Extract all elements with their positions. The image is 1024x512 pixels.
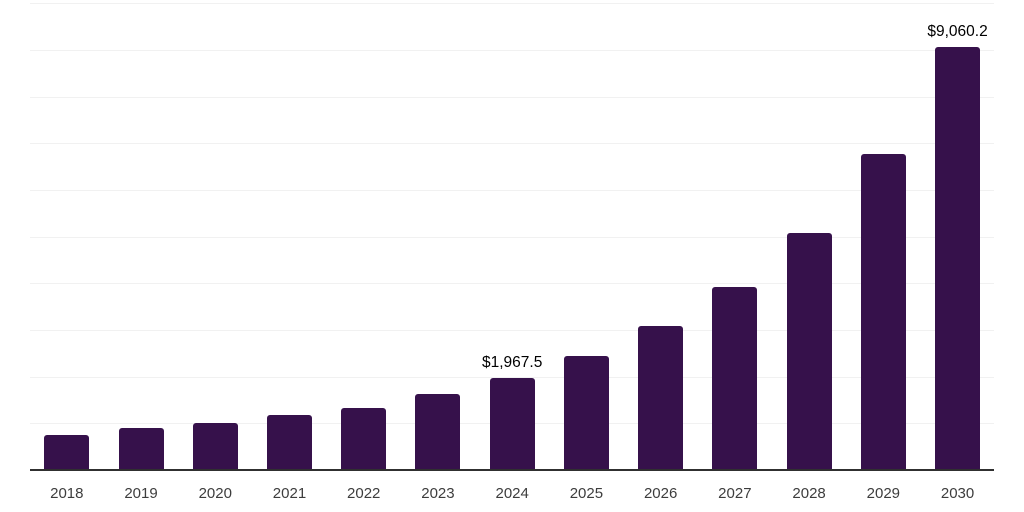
x-tick-2029: 2029 <box>866 485 901 502</box>
x-axis-line <box>30 469 994 471</box>
bar-2020 <box>192 422 238 470</box>
bar-2023 <box>415 393 461 470</box>
x-tick-2027: 2027 <box>718 485 752 502</box>
plot-area: $1,967.5 $9,060.2 <box>30 0 994 470</box>
data-label-2024: $1,967.5 <box>482 353 543 371</box>
x-tick-2023: 2023 <box>421 485 455 502</box>
x-tick-2025: 2025 <box>569 485 604 502</box>
gridline <box>30 329 994 331</box>
bar-2022 <box>341 407 387 470</box>
bar-2026 <box>638 326 684 470</box>
x-tick-2030: 2030 <box>940 485 975 502</box>
bar-2025 <box>563 356 609 470</box>
gridline <box>30 96 994 98</box>
data-label-2030: $9,060.2 <box>927 22 988 40</box>
bar-2029 <box>860 154 906 470</box>
x-axis-labels: 2018 2019 2020 2021 2022 2023 2024 2025 2026 2027… <box>30 470 994 512</box>
gridline <box>30 189 994 191</box>
bar-2018 <box>44 434 90 470</box>
bar-2027 <box>712 287 758 470</box>
gridline <box>30 143 994 145</box>
bar-2021 <box>266 415 312 470</box>
x-tick-2018: 2018 <box>50 485 84 502</box>
gridline <box>30 236 994 238</box>
gridline <box>30 283 994 285</box>
x-tick-2024: 2024 <box>495 485 529 502</box>
x-tick-2019: 2019 <box>124 485 158 502</box>
x-tick-2021: 2021 <box>272 485 307 502</box>
bar-2030 <box>935 47 981 470</box>
x-tick-2026: 2026 <box>643 485 678 502</box>
bar-2028 <box>786 232 832 470</box>
gridline <box>30 376 994 378</box>
gridline <box>30 3 994 5</box>
bar-2024 <box>489 378 535 470</box>
bar-2019 <box>118 428 164 470</box>
x-tick-2020: 2020 <box>198 485 232 502</box>
x-tick-2028: 2028 <box>792 485 826 502</box>
gridline <box>30 49 994 51</box>
x-tick-2022: 2022 <box>347 485 381 502</box>
